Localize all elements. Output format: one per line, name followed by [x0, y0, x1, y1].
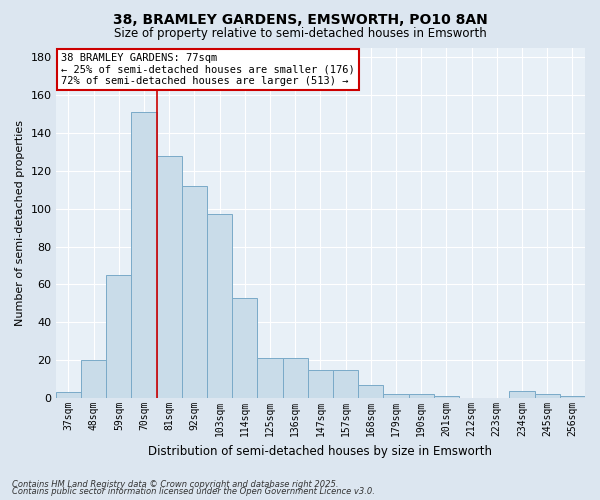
Bar: [131, 112, 157, 398]
Bar: [182, 186, 207, 398]
Bar: [106, 275, 131, 398]
Text: 38, BRAMLEY GARDENS, EMSWORTH, PO10 8AN: 38, BRAMLEY GARDENS, EMSWORTH, PO10 8AN: [113, 12, 487, 26]
Bar: [434, 396, 459, 398]
Text: Size of property relative to semi-detached houses in Emsworth: Size of property relative to semi-detach…: [113, 28, 487, 40]
Text: 38 BRAMLEY GARDENS: 77sqm
← 25% of semi-detached houses are smaller (176)
72% of: 38 BRAMLEY GARDENS: 77sqm ← 25% of semi-…: [61, 53, 355, 86]
Y-axis label: Number of semi-detached properties: Number of semi-detached properties: [15, 120, 25, 326]
Bar: [56, 392, 81, 398]
Bar: [333, 370, 358, 398]
Bar: [509, 390, 535, 398]
Bar: [157, 156, 182, 398]
Text: Contains public sector information licensed under the Open Government Licence v3: Contains public sector information licen…: [12, 488, 375, 496]
Bar: [232, 298, 257, 398]
Bar: [257, 358, 283, 398]
Bar: [308, 370, 333, 398]
Bar: [535, 394, 560, 398]
Text: Contains HM Land Registry data © Crown copyright and database right 2025.: Contains HM Land Registry data © Crown c…: [12, 480, 338, 489]
Bar: [81, 360, 106, 398]
Bar: [207, 214, 232, 398]
X-axis label: Distribution of semi-detached houses by size in Emsworth: Distribution of semi-detached houses by …: [148, 444, 493, 458]
Bar: [383, 394, 409, 398]
Bar: [560, 396, 585, 398]
Bar: [283, 358, 308, 398]
Bar: [409, 394, 434, 398]
Bar: [358, 385, 383, 398]
